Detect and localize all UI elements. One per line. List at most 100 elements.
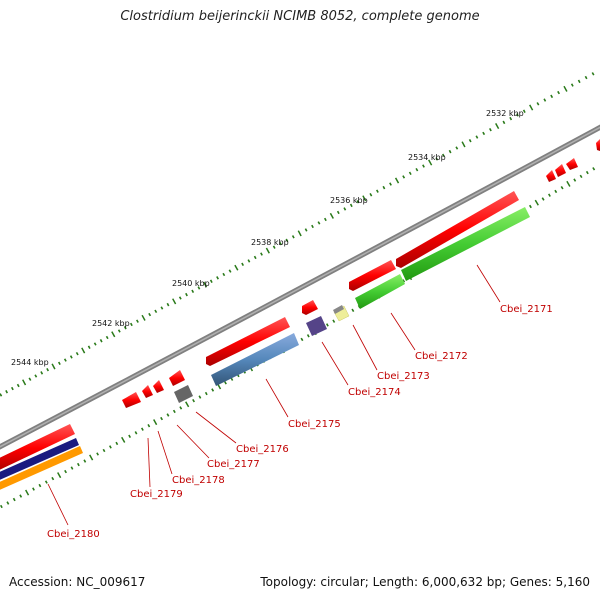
leader-line: [352, 324, 378, 371]
tick-mark: [502, 120, 506, 125]
tick-mark: [455, 146, 459, 150]
tick-mark: [32, 487, 35, 491]
gene-feature: [566, 158, 578, 170]
tick-mark: [172, 298, 177, 305]
leader-line: [147, 437, 151, 488]
tick-mark: [105, 335, 109, 340]
tick-mark: [516, 113, 519, 117]
tick-mark: [260, 252, 263, 256]
tick-mark: [234, 264, 239, 271]
tick-mark: [115, 441, 119, 446]
tick-mark: [99, 339, 103, 343]
accession-text: Accession: NC_009617: [9, 575, 146, 589]
tick-mark: [16, 383, 20, 388]
tick-mark: [197, 286, 201, 290]
tick-mark: [311, 224, 314, 229]
tick-mark: [12, 497, 16, 502]
tick-mark: [375, 189, 379, 193]
ruler-label: 2540 kbp: [172, 279, 210, 288]
tick-mark: [272, 245, 276, 249]
tick-mark: [136, 319, 139, 323]
tick-mark: [70, 466, 74, 470]
ruler-label: 2544 kbp: [11, 358, 49, 367]
tick-mark: [382, 185, 386, 190]
tick-mark: [329, 212, 334, 219]
tick-mark: [185, 401, 190, 408]
tick-mark: [435, 157, 439, 161]
tick-mark: [185, 292, 188, 297]
tick-mark: [509, 116, 513, 121]
tick-mark: [362, 195, 367, 202]
other-features: [0, 207, 530, 490]
tick-mark: [63, 358, 67, 362]
tick-mark: [336, 210, 340, 215]
tick-mark: [178, 296, 182, 300]
gene-feature-green: [355, 274, 405, 309]
gene-label: Cbei_2177: [207, 459, 260, 470]
tick-mark: [351, 308, 355, 312]
leader-lines: [47, 264, 501, 526]
tick-mark: [179, 406, 183, 410]
tick-mark: [306, 334, 310, 338]
tick-mark: [191, 289, 195, 293]
tick-mark: [265, 247, 270, 254]
tick-mark: [543, 98, 547, 102]
leader-line: [157, 430, 173, 475]
tick-mark: [198, 395, 202, 399]
tick-mark: [192, 399, 195, 403]
tick-mark: [28, 377, 32, 381]
gene-label: Cbei_2178: [172, 475, 225, 486]
gene-feature-blue: [211, 333, 299, 386]
tick-mark: [356, 200, 360, 204]
tick-mark: [475, 135, 479, 139]
leader-line: [390, 312, 416, 351]
tick-mark: [579, 174, 583, 179]
tick-mark: [57, 361, 61, 365]
genome-summary-text: Topology: circular; Length: 6,000,632 bp…: [260, 575, 590, 589]
tick-mark: [108, 445, 112, 449]
tick-mark: [64, 469, 67, 474]
tick-mark: [166, 302, 170, 307]
tick-mark: [323, 217, 327, 222]
map-title: Clostridium beijerinckii NCIMB 8052, com…: [120, 9, 480, 24]
tick-mark: [6, 501, 10, 505]
tick-mark: [541, 197, 545, 201]
tick-mark: [209, 279, 213, 283]
gene-feature: [546, 170, 556, 182]
gene-label: Cbei_2180: [47, 529, 100, 540]
forward-features: [0, 139, 600, 470]
tick-mark: [38, 483, 42, 488]
tick-mark: [332, 319, 336, 323]
gene-feature: [122, 392, 141, 408]
tick-mark: [536, 102, 540, 106]
genome-backbone: [0, 124, 600, 450]
tick-mark: [402, 175, 406, 179]
tick-mark: [93, 342, 97, 346]
tick-mark: [10, 386, 14, 391]
tick-mark: [291, 235, 295, 239]
tick-mark: [554, 189, 558, 194]
tick-mark: [148, 312, 152, 317]
gene-feature: [153, 380, 164, 393]
tick-mark: [96, 452, 100, 456]
gene-feature: [302, 300, 318, 315]
tick-mark: [140, 427, 144, 431]
tick-mark: [394, 177, 400, 184]
tick-mark: [448, 149, 452, 154]
outer-tick-ring: [0, 72, 595, 397]
tick-mark: [34, 374, 38, 378]
gene-feature: [169, 370, 185, 386]
ruler-label: 2538 kbp: [251, 238, 289, 247]
tick-mark: [224, 381, 227, 385]
tick-mark: [461, 141, 466, 148]
leader-line: [195, 411, 237, 444]
tick-mark: [389, 182, 392, 186]
gene-label: Cbei_2172: [415, 351, 468, 362]
tick-mark: [128, 434, 132, 438]
tick-mark: [584, 75, 588, 80]
tick-mark: [172, 409, 176, 414]
tick-mark: [415, 168, 419, 172]
gene-feature: [396, 191, 519, 268]
gene-label: Cbei_2174: [348, 387, 401, 398]
